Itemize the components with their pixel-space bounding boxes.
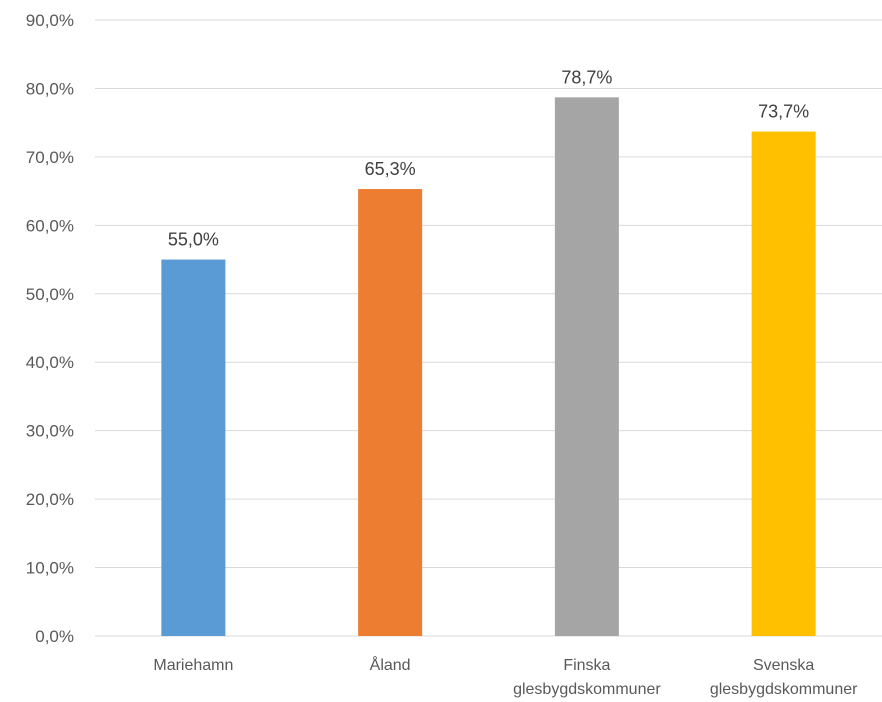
x-category-label: Svenska glesbygdskommuner <box>710 657 858 698</box>
bar <box>358 189 423 636</box>
x-category-label-line: Finska <box>563 657 610 674</box>
y-tick-label: 90,0% <box>26 11 74 30</box>
x-category-label: Åland <box>370 655 411 674</box>
y-tick-label: 10,0% <box>26 559 74 578</box>
bar <box>161 259 226 636</box>
data-labels: 55,0% 65,3% 78,7% 73,7% <box>168 67 809 249</box>
bar <box>751 131 816 636</box>
x-axis-category-labels: Mariehamn Åland Finska glesbygdskommunerSve… <box>153 655 858 698</box>
y-tick-label: 80,0% <box>26 79 74 98</box>
y-tick-label: 30,0% <box>26 422 74 441</box>
data-label: 73,7% <box>758 102 809 122</box>
x-category-label-line: Svenska <box>753 657 814 674</box>
x-category-label: Mariehamn <box>153 657 233 674</box>
bar <box>554 97 619 636</box>
gridlines <box>95 19 882 637</box>
x-category-label-line: glesbygdskommuner <box>513 681 661 698</box>
y-tick-label: 40,0% <box>26 353 74 372</box>
bars <box>161 97 816 636</box>
y-tick-label: 0,0% <box>35 627 74 646</box>
y-tick-label: 20,0% <box>26 490 74 509</box>
y-tick-label: 70,0% <box>26 148 74 167</box>
x-category-label-line: Mariehamn <box>153 657 233 674</box>
data-label: 55,0% <box>168 230 219 250</box>
data-label: 78,7% <box>561 67 612 87</box>
y-tick-label: 60,0% <box>26 216 74 235</box>
y-axis-tick-labels: 0,0% 10,0% 20,0% 30,0% 40,0% 50,0% 60,0% 70,0% 8… <box>26 11 74 646</box>
x-category-label: Finska glesbygdskommuner <box>513 657 661 698</box>
x-category-label-line: glesbygdskommuner <box>710 681 858 698</box>
x-category-label-line: Åland <box>370 655 411 674</box>
data-label: 65,3% <box>365 159 416 179</box>
y-tick-label: 50,0% <box>26 285 74 304</box>
